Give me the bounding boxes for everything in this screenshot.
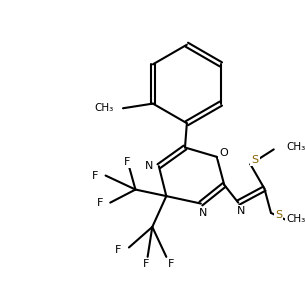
Text: F: F (96, 198, 103, 208)
Text: F: F (92, 171, 98, 180)
Text: CH₃: CH₃ (287, 142, 305, 151)
Text: N: N (237, 206, 245, 216)
Text: CH₃: CH₃ (94, 103, 114, 113)
Text: F: F (142, 259, 149, 269)
Text: F: F (168, 259, 174, 269)
Text: S: S (252, 155, 259, 165)
Text: N: N (199, 208, 207, 218)
Text: F: F (115, 245, 121, 255)
Text: S: S (275, 210, 282, 220)
Text: F: F (124, 157, 130, 167)
Text: O: O (219, 148, 228, 158)
Text: CH₃: CH₃ (287, 214, 305, 225)
Text: N: N (145, 161, 154, 171)
